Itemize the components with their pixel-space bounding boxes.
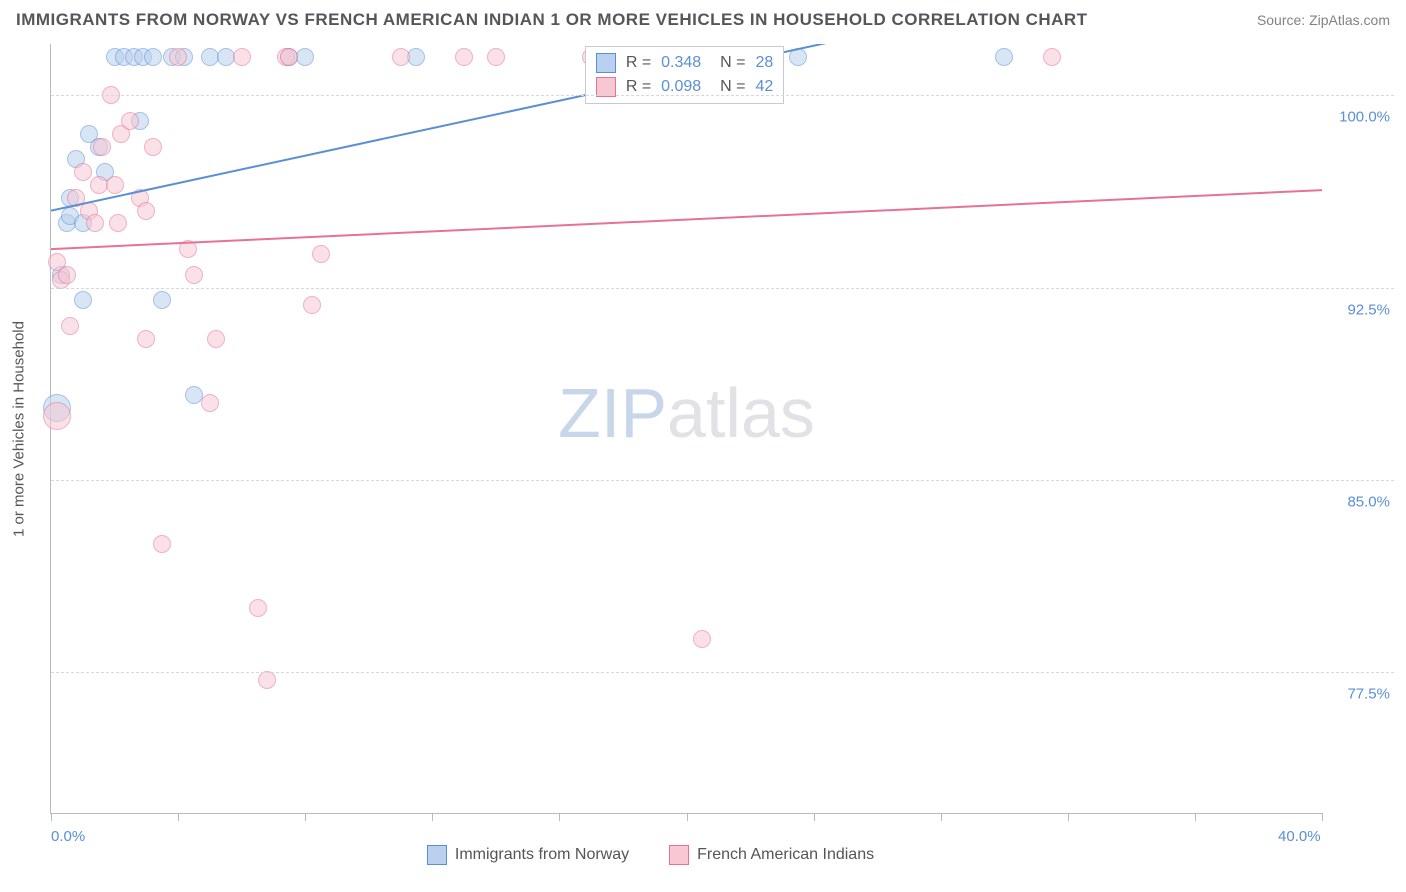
data-point-french — [312, 245, 330, 263]
x-tick — [941, 813, 942, 821]
watermark-part2: atlas — [667, 374, 815, 452]
data-point-french — [258, 671, 276, 689]
swatch-french — [669, 845, 689, 865]
swatch-norway — [596, 53, 616, 73]
y-tick-label: 92.5% — [1347, 301, 1390, 318]
chart-area: ZIPatlas 1 or more Vehicles in Household… — [50, 44, 1394, 872]
data-point-norway — [296, 48, 314, 66]
data-point-french — [43, 402, 71, 430]
gridline — [51, 672, 1394, 673]
data-point-french — [121, 112, 139, 130]
data-point-french — [144, 138, 162, 156]
data-point-norway — [995, 48, 1013, 66]
data-point-french — [86, 214, 104, 232]
plot-area: ZIPatlas 1 or more Vehicles in Household… — [50, 44, 1322, 814]
data-point-french — [280, 48, 298, 66]
data-point-french — [74, 163, 92, 181]
data-point-french — [201, 394, 219, 412]
swatch-french — [596, 77, 616, 97]
data-point-norway — [789, 48, 807, 66]
r-label: R = — [626, 54, 651, 72]
data-point-french — [137, 330, 155, 348]
y-tick-label: 77.5% — [1347, 686, 1390, 703]
r-value-french: 0.098 — [661, 78, 701, 96]
legend-label-norway: Immigrants from Norway — [455, 846, 629, 864]
y-axis-title: 1 or more Vehicles in Household — [11, 321, 28, 537]
data-point-french — [487, 48, 505, 66]
data-point-french — [179, 240, 197, 258]
source-label: Source: ZipAtlas.com — [1257, 12, 1390, 28]
header: IMMIGRANTS FROM NORWAY VS FRENCH AMERICA… — [0, 0, 1406, 34]
x-tick-label: 0.0% — [51, 828, 85, 845]
x-tick — [687, 813, 688, 821]
data-point-french — [233, 48, 251, 66]
data-point-french — [169, 48, 187, 66]
data-point-french — [109, 214, 127, 232]
n-label: N = — [711, 54, 745, 72]
x-tick — [1068, 813, 1069, 821]
x-tick — [51, 813, 52, 821]
data-point-french — [153, 535, 171, 553]
x-tick — [305, 813, 306, 821]
data-point-french — [58, 266, 76, 284]
trend-lines — [51, 44, 1322, 813]
swatch-norway — [427, 845, 447, 865]
data-point-french — [207, 330, 225, 348]
data-point-norway — [407, 48, 425, 66]
legend-row-norway: R = 0.348 N = 28 — [596, 51, 773, 75]
data-point-french — [392, 48, 410, 66]
gridline — [51, 288, 1394, 289]
r-value-norway: 0.348 — [661, 54, 701, 72]
data-point-french — [61, 317, 79, 335]
chart-title: IMMIGRANTS FROM NORWAY VS FRENCH AMERICA… — [16, 10, 1088, 30]
data-point-french — [93, 138, 111, 156]
data-point-french — [185, 266, 203, 284]
series-legend: Immigrants from Norway French American I… — [51, 845, 1250, 865]
x-tick — [178, 813, 179, 821]
data-point-norway — [153, 291, 171, 309]
data-point-french — [137, 202, 155, 220]
x-tick — [432, 813, 433, 821]
n-value-norway: 28 — [755, 54, 773, 72]
y-tick-label: 85.0% — [1347, 493, 1390, 510]
data-point-french — [693, 630, 711, 648]
gridline — [51, 480, 1394, 481]
data-point-french — [106, 176, 124, 194]
data-point-french — [1043, 48, 1061, 66]
gridline — [51, 95, 1394, 96]
data-point-norway — [74, 291, 92, 309]
trend-line-french — [51, 190, 1322, 249]
data-point-french — [303, 296, 321, 314]
x-tick — [814, 813, 815, 821]
y-tick-label: 100.0% — [1339, 109, 1390, 126]
data-point-norway — [144, 48, 162, 66]
x-tick — [559, 813, 560, 821]
data-point-french — [455, 48, 473, 66]
x-tick-label: 40.0% — [1278, 828, 1321, 845]
watermark-part1: ZIP — [558, 374, 667, 452]
data-point-french — [249, 599, 267, 617]
legend-label-french: French American Indians — [697, 846, 874, 864]
n-value-french: 42 — [755, 78, 773, 96]
x-tick — [1322, 813, 1323, 821]
x-tick — [1195, 813, 1196, 821]
legend-item-norway: Immigrants from Norway — [427, 845, 629, 865]
r-label: R = — [626, 78, 651, 96]
watermark: ZIPatlas — [558, 373, 815, 453]
n-label: N = — [711, 78, 745, 96]
legend-item-french: French American Indians — [669, 845, 874, 865]
